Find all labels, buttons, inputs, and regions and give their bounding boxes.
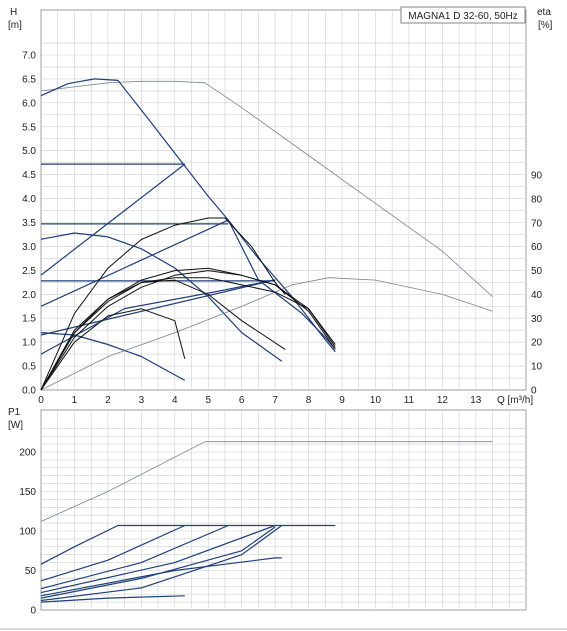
y2-tick-label: 20 bbox=[531, 338, 543, 349]
x-tick-label: 4 bbox=[172, 395, 178, 406]
y-tick-label: 2.5 bbox=[22, 266, 36, 277]
y-tick-label: 6.5 bbox=[22, 74, 36, 85]
head-curve bbox=[40, 163, 186, 276]
head-curve bbox=[227, 219, 336, 350]
power-curve bbox=[40, 526, 276, 599]
power-curve bbox=[40, 441, 493, 522]
y-tick-label: 7.0 bbox=[22, 51, 36, 62]
y2-tick-label: 80 bbox=[531, 194, 543, 205]
head-curve bbox=[40, 232, 283, 362]
head-curve bbox=[40, 279, 276, 336]
y-tick-label: 3.0 bbox=[22, 242, 36, 253]
y-tick-label: 5.0 bbox=[22, 146, 36, 157]
x-tick-label: 3 bbox=[139, 395, 145, 406]
y-tick-label: 6.0 bbox=[22, 98, 36, 109]
power-curve bbox=[40, 524, 229, 590]
y-tick-label: 0.0 bbox=[22, 386, 36, 397]
y-tick-label: 1.5 bbox=[22, 314, 36, 325]
power-curve bbox=[40, 525, 283, 602]
head-curve bbox=[40, 219, 229, 307]
x-tick-label: 11 bbox=[404, 395, 415, 406]
head-curve bbox=[40, 80, 493, 297]
y2-tick-label: 70 bbox=[531, 218, 543, 229]
power-axis-unit: [W] bbox=[8, 420, 23, 431]
head-ticks: 0 1 2 3 4 5 6 7 8 9 10 11 12 130.00.51.01.52.02.53.03… bbox=[22, 51, 542, 407]
power-tick-label: 150 bbox=[19, 487, 36, 498]
power-curve bbox=[40, 595, 185, 603]
x-tick-label: 12 bbox=[437, 395, 449, 406]
power-series bbox=[40, 441, 493, 603]
x-tick-label: 5 bbox=[205, 395, 211, 406]
flow-axis-label: Q [m³/h] bbox=[497, 395, 533, 406]
y-tick-label: 3.5 bbox=[22, 218, 36, 229]
x-tick-label: 6 bbox=[239, 395, 245, 406]
head-curve bbox=[40, 332, 186, 381]
x-tick-label: 10 bbox=[370, 395, 382, 406]
x-tick-label: 8 bbox=[306, 395, 312, 406]
y2-tick-label: 50 bbox=[531, 266, 543, 277]
efficiency-curve bbox=[40, 277, 336, 391]
head-grid bbox=[41, 10, 526, 390]
head-axis-label: H bbox=[10, 7, 17, 18]
power-tick-label: 200 bbox=[19, 448, 36, 459]
power-grid bbox=[41, 410, 526, 610]
head-series bbox=[40, 78, 493, 391]
chart-title-box: MAGNA1 D 32-60, 50Hz bbox=[400, 6, 526, 24]
efficiency-curve bbox=[40, 308, 186, 391]
x-tick-label: 9 bbox=[339, 395, 345, 406]
efficiency-curve bbox=[40, 270, 336, 391]
efficiency-curve bbox=[40, 267, 336, 391]
y2-tick-label: 40 bbox=[531, 290, 543, 301]
x-tick-label: 7 bbox=[272, 395, 278, 406]
power-tick-label: 50 bbox=[25, 566, 37, 577]
power-curve bbox=[40, 557, 282, 597]
power-plot-area bbox=[40, 409, 527, 611]
y2-tick-label: 30 bbox=[531, 314, 543, 325]
eta-axis-label: eta bbox=[537, 7, 551, 18]
x-tick-label: 1 bbox=[72, 395, 78, 406]
y2-tick-label: 60 bbox=[531, 242, 543, 253]
y-tick-label: 4.0 bbox=[22, 194, 36, 205]
power-curve bbox=[40, 524, 276, 594]
y-tick-label: 5.5 bbox=[22, 122, 36, 133]
y-tick-label: 2.0 bbox=[22, 290, 36, 301]
head-plot-area bbox=[40, 9, 527, 391]
chart-title: MAGNA1 D 32-60, 50Hz bbox=[408, 11, 518, 22]
power-curve bbox=[40, 524, 186, 582]
head-curve bbox=[40, 78, 336, 353]
y2-tick-label: 10 bbox=[531, 362, 543, 373]
power-axis-label: P1 bbox=[8, 407, 21, 418]
efficiency-curve bbox=[40, 217, 286, 391]
eta-axis-unit: [%] bbox=[538, 20, 553, 31]
x-tick-label: 0 bbox=[38, 395, 44, 406]
power-tick-label: 100 bbox=[19, 527, 36, 538]
y2-tick-label: 0 bbox=[531, 386, 537, 397]
head-axis-unit: [m] bbox=[8, 20, 22, 31]
power-ticks: 0 50 100 150 200 bbox=[19, 448, 36, 617]
y2-tick-label: 90 bbox=[531, 171, 543, 182]
x-tick-label: 2 bbox=[105, 395, 111, 406]
y-tick-label: 1.0 bbox=[22, 338, 36, 349]
efficiency-curve bbox=[40, 277, 493, 391]
power-tick-label: 0 bbox=[30, 606, 36, 617]
y-tick-label: 4.5 bbox=[22, 170, 36, 181]
power-curve bbox=[40, 524, 336, 565]
y-tick-label: 0.5 bbox=[22, 362, 36, 373]
x-tick-label: 13 bbox=[470, 395, 482, 406]
